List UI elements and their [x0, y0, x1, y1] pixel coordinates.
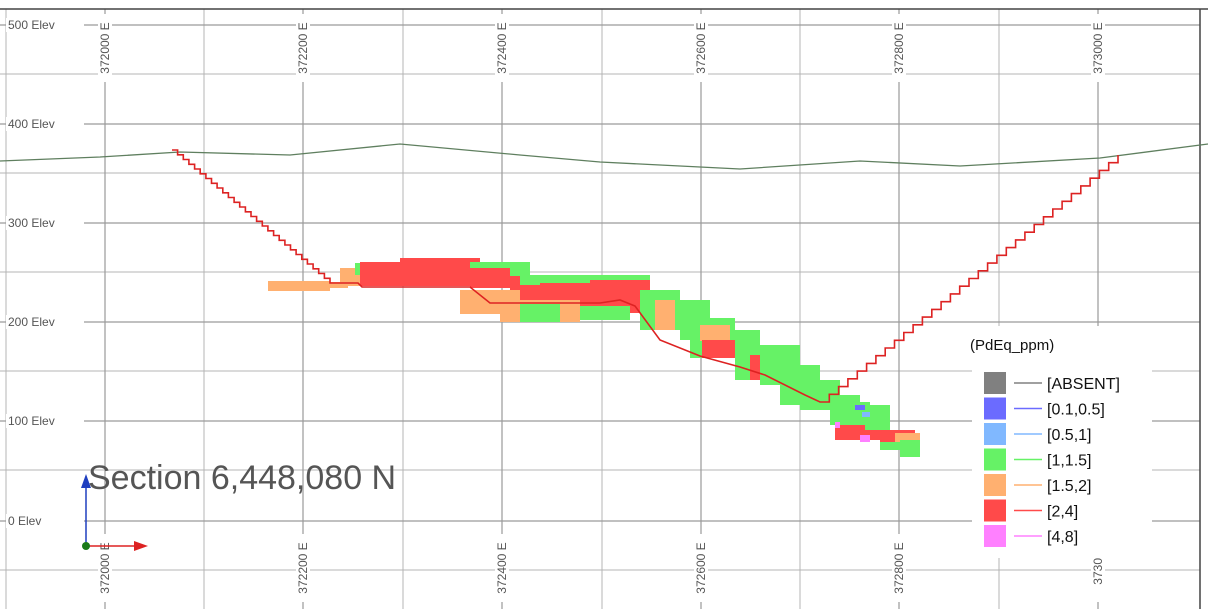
grade-block [470, 268, 510, 288]
axis-x-arrow [134, 541, 148, 551]
easting-label: 37300 [1091, 551, 1105, 585]
easting-label: 372200 E [296, 22, 310, 73]
grade-block [880, 442, 900, 450]
easting-label: 372000 E [98, 542, 112, 593]
grade-block [895, 433, 920, 443]
easting-label-bg [495, 534, 509, 602]
easting-label-bg [296, 14, 310, 82]
elevation-label: 300 Elev [8, 216, 55, 230]
easting-label-bg [495, 14, 509, 82]
easting-label-bg [296, 534, 310, 602]
grade-block [580, 306, 630, 320]
grade-block [860, 430, 885, 440]
grade-block [900, 440, 920, 457]
grade-block [700, 325, 730, 341]
axis-z-arrow [81, 474, 91, 488]
elevation-label-bg [6, 18, 84, 32]
grade-block [655, 300, 675, 330]
easting-label: 373000 E [1091, 22, 1105, 73]
axis-triad [81, 474, 148, 551]
grade-block [400, 258, 480, 272]
easting-label: 372400 E [495, 542, 509, 593]
easting-label: 372600 E [694, 542, 708, 593]
easting-label-bg [694, 14, 708, 82]
legend-label: [ABSENT] [1047, 376, 1120, 393]
legend-swatch [984, 372, 1006, 394]
grade-block [835, 422, 840, 428]
legend-swatch [984, 499, 1006, 522]
easting-label-bg [892, 534, 906, 602]
elevation-label: 0 Elev [8, 514, 41, 528]
pit-shell-outline [172, 149, 1119, 403]
legend-label: [2,4] [1047, 504, 1078, 521]
grade-block [860, 435, 870, 442]
elevation-label: 400 Elev [8, 117, 55, 131]
easting-label-bg [98, 14, 112, 82]
legend-swatch [984, 474, 1006, 496]
grade-block [835, 425, 865, 440]
elevation-label-bg [6, 514, 84, 528]
elevation-label-bg [6, 414, 84, 428]
elevation-label-bg [6, 117, 84, 131]
easting-label: 372000 E [98, 22, 112, 73]
legend-swatch [984, 423, 1006, 445]
block-model [268, 258, 920, 457]
section-title: Section 6,448,080 N [88, 459, 396, 497]
easting-labels-top: 372000 E 372200 E 372400 E 372600 E 372800 E… [98, 14, 1105, 82]
elevation-label: 100 Elev [8, 414, 55, 428]
easting-label-bg [694, 534, 708, 602]
legend-label: [0.1,0.5] [1047, 402, 1105, 419]
easting-label-bg [98, 534, 112, 602]
legend-label: [0.5,1] [1047, 427, 1091, 444]
grade-block [862, 412, 870, 417]
legend-label: [4,8] [1047, 529, 1078, 546]
legend-label: [1,1.5] [1047, 453, 1091, 470]
axis-origin [82, 542, 90, 550]
easting-label: 372800 E [892, 22, 906, 73]
topography-line [0, 143, 1208, 170]
legend-title: (PdEq_ppm) [970, 337, 1054, 354]
easting-label: 372600 E [694, 22, 708, 73]
elevation-label: 500 Elev [8, 18, 55, 32]
legend-label: [1.5,2] [1047, 478, 1091, 495]
legend-swatch [984, 525, 1006, 547]
grade-block [702, 340, 742, 358]
elevation-label-bg [6, 315, 84, 329]
grade-block [520, 275, 650, 285]
elevation-label: 200 Elev [8, 315, 55, 329]
grade-block [298, 283, 326, 289]
legend: (PdEq_ppm) [ABSENT] [0.1,0.5] [0.5,1] [1,1.… [970, 326, 1152, 558]
legend-swatch [984, 448, 1006, 471]
grade-block [330, 282, 348, 288]
elevation-labels: 500 Elev 400 Elev 300 Elev 200 Elev 100 Elev… [6, 18, 84, 528]
easting-label: 372800 E [892, 542, 906, 593]
elevation-label-bg [6, 216, 84, 230]
easting-label-bg [892, 14, 906, 82]
easting-label: 372200 E [296, 542, 310, 593]
grade-block [855, 405, 865, 410]
legend-swatch [984, 397, 1006, 420]
easting-label-bg [1091, 14, 1105, 82]
easting-label: 372400 E [495, 22, 509, 73]
grade-block [520, 304, 560, 322]
